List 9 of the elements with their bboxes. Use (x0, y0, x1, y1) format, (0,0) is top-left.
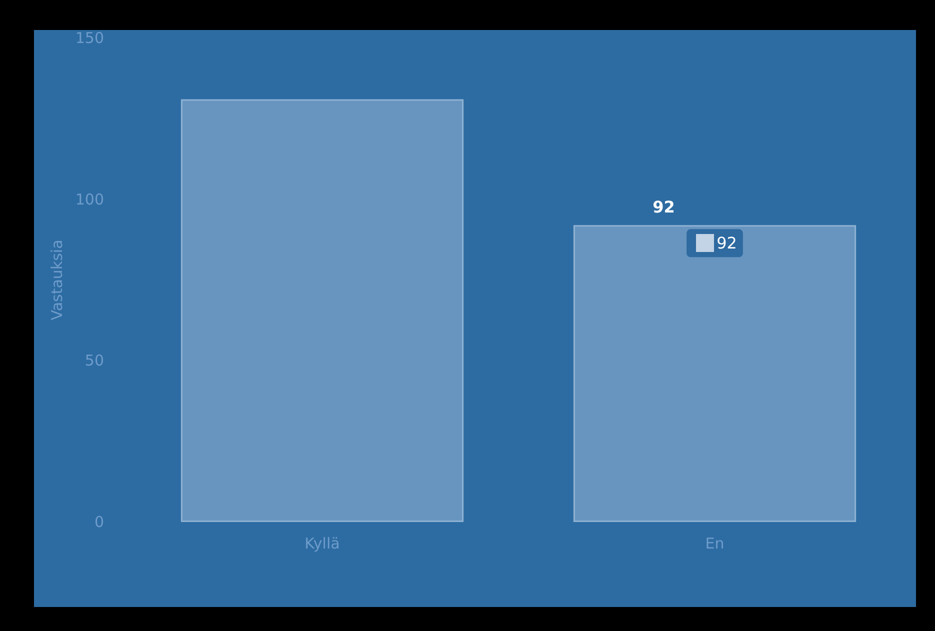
x-tick-label: En (705, 534, 724, 552)
annotation: 92 (652, 198, 675, 217)
y-tick-label: 0 (94, 513, 104, 531)
y-tick-label: 50 (84, 352, 104, 370)
y-tick-label: 150 (75, 29, 104, 47)
x-tick-label: Kyllä (304, 534, 340, 552)
y-axis-title: Vastauksia (48, 240, 66, 320)
data-label: 92 (716, 234, 737, 253)
y-tick-label: 100 (75, 190, 104, 208)
